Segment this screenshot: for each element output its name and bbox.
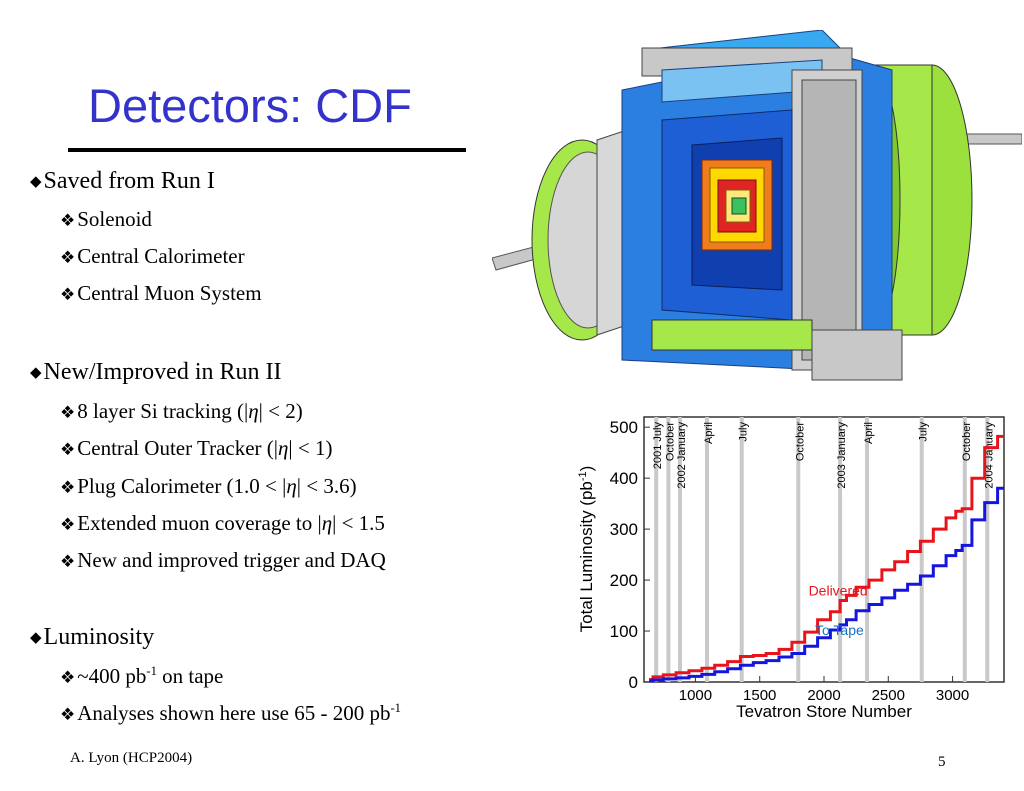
series-line-to-tape <box>649 486 1004 683</box>
four-petal-bullet-icon: ❖ <box>60 285 76 304</box>
y-tick-label-5: 500 <box>610 418 638 437</box>
x-tick-label-4: 3000 <box>936 687 969 704</box>
annotation-label-7: April <box>863 422 875 444</box>
series-label-0: Delivered <box>809 582 868 598</box>
four-petal-bullet-icon: ❖ <box>60 552 76 571</box>
y-tick-label-4: 400 <box>610 469 638 488</box>
four-petal-bullet-icon: ❖ <box>60 440 76 459</box>
bullet-saved-from-run-1: ◆Saved from Run I <box>30 168 215 194</box>
sub-bullet: ❖New and improved trigger and DAQ <box>60 548 386 572</box>
annotation-bar-4 <box>739 417 744 682</box>
four-petal-bullet-icon: ❖ <box>60 668 76 687</box>
y-tick-label-3: 300 <box>610 520 638 539</box>
annotation-label-10: 2004 January <box>983 422 995 489</box>
title-underline <box>68 148 466 152</box>
y-tick-label-1: 100 <box>610 622 638 641</box>
series-line-delivered <box>649 434 1004 681</box>
cdf-detector-illustration <box>492 30 1022 381</box>
bullet-new-improved: ◆New/Improved in Run II <box>30 359 282 385</box>
four-petal-bullet-icon: ❖ <box>60 211 76 230</box>
sub-bullet: ❖8 layer Si tracking (|η| < 2) <box>60 399 303 423</box>
annotation-bar-5 <box>796 417 801 682</box>
annotation-label-2: 2002 January <box>676 422 688 489</box>
diamond-bullet-icon: ◆ <box>30 174 42 190</box>
four-petal-bullet-icon: ❖ <box>60 478 76 497</box>
annotation-bar-1 <box>666 417 671 682</box>
annotation-label-0: 2001 July <box>652 422 664 470</box>
sub-bullet: ❖Central Calorimeter <box>60 244 245 268</box>
bullet-luminosity: ◆Luminosity <box>30 624 155 650</box>
sub-bullet: ❖Central Muon System <box>60 281 262 305</box>
annotation-label-8: July <box>918 422 930 442</box>
four-petal-bullet-icon: ❖ <box>60 248 76 267</box>
annotation-label-9: October <box>961 422 973 461</box>
y-axis-label: Total Luminosity (pb-1) <box>577 466 596 633</box>
x-tick-label-2: 2000 <box>807 687 840 704</box>
luminosity-chart: 2001 July October 2002 January April July Oct… <box>577 416 1005 721</box>
annotation-bar-9 <box>962 417 967 682</box>
sub-bullet: ❖Central Outer Tracker (|η| < 1) <box>60 436 333 460</box>
annotation-label-5: October <box>794 422 806 461</box>
sub-bullet: ❖~400 pb-1 on tape <box>60 664 224 688</box>
series-label-1: To Tape <box>815 622 864 638</box>
plot-frame <box>643 416 1005 683</box>
annotation-label-1: October <box>664 422 676 461</box>
y-tick-label-0: 0 <box>629 673 638 692</box>
annotation-bar-10 <box>985 417 990 682</box>
annotation-bar-3 <box>705 417 709 682</box>
x-axis-label: Tevatron Store Number <box>736 702 912 721</box>
four-petal-bullet-icon: ❖ <box>60 705 76 724</box>
annotation-bar-2 <box>678 417 682 682</box>
sub-bullet: ❖Plug Calorimeter (1.0 < |η| < 3.6) <box>60 474 357 498</box>
slide-title: Detectors: CDF <box>88 79 412 132</box>
sub-bullet: ❖Extended muon coverage to |η| < 1.5 <box>60 511 385 535</box>
annotation-label-6: 2003 January <box>836 422 848 489</box>
annotation-bar-7 <box>865 417 870 682</box>
sub-bullet: ❖Analyses shown here use 65 - 200 pb-1 <box>60 701 401 725</box>
x-tick-label-0: 1000 <box>679 687 712 704</box>
annotation-bar-6 <box>838 417 843 682</box>
four-petal-bullet-icon: ❖ <box>60 403 76 422</box>
page-number: 5 <box>938 754 946 770</box>
y-tick-label-2: 200 <box>610 571 638 590</box>
annotation-bar-0 <box>654 417 659 682</box>
four-petal-bullet-icon: ❖ <box>60 515 76 534</box>
x-tick-label-3: 2500 <box>872 687 905 704</box>
diamond-bullet-icon: ◆ <box>30 630 42 646</box>
x-tick-label-1: 1500 <box>743 687 776 704</box>
diamond-bullet-icon: ◆ <box>30 365 42 381</box>
footer-author: A. Lyon (HCP2004) <box>70 750 193 766</box>
annotation-label-3: April <box>703 422 715 444</box>
sub-bullet: ❖Solenoid <box>60 207 152 231</box>
annotation-label-4: July <box>738 422 750 442</box>
